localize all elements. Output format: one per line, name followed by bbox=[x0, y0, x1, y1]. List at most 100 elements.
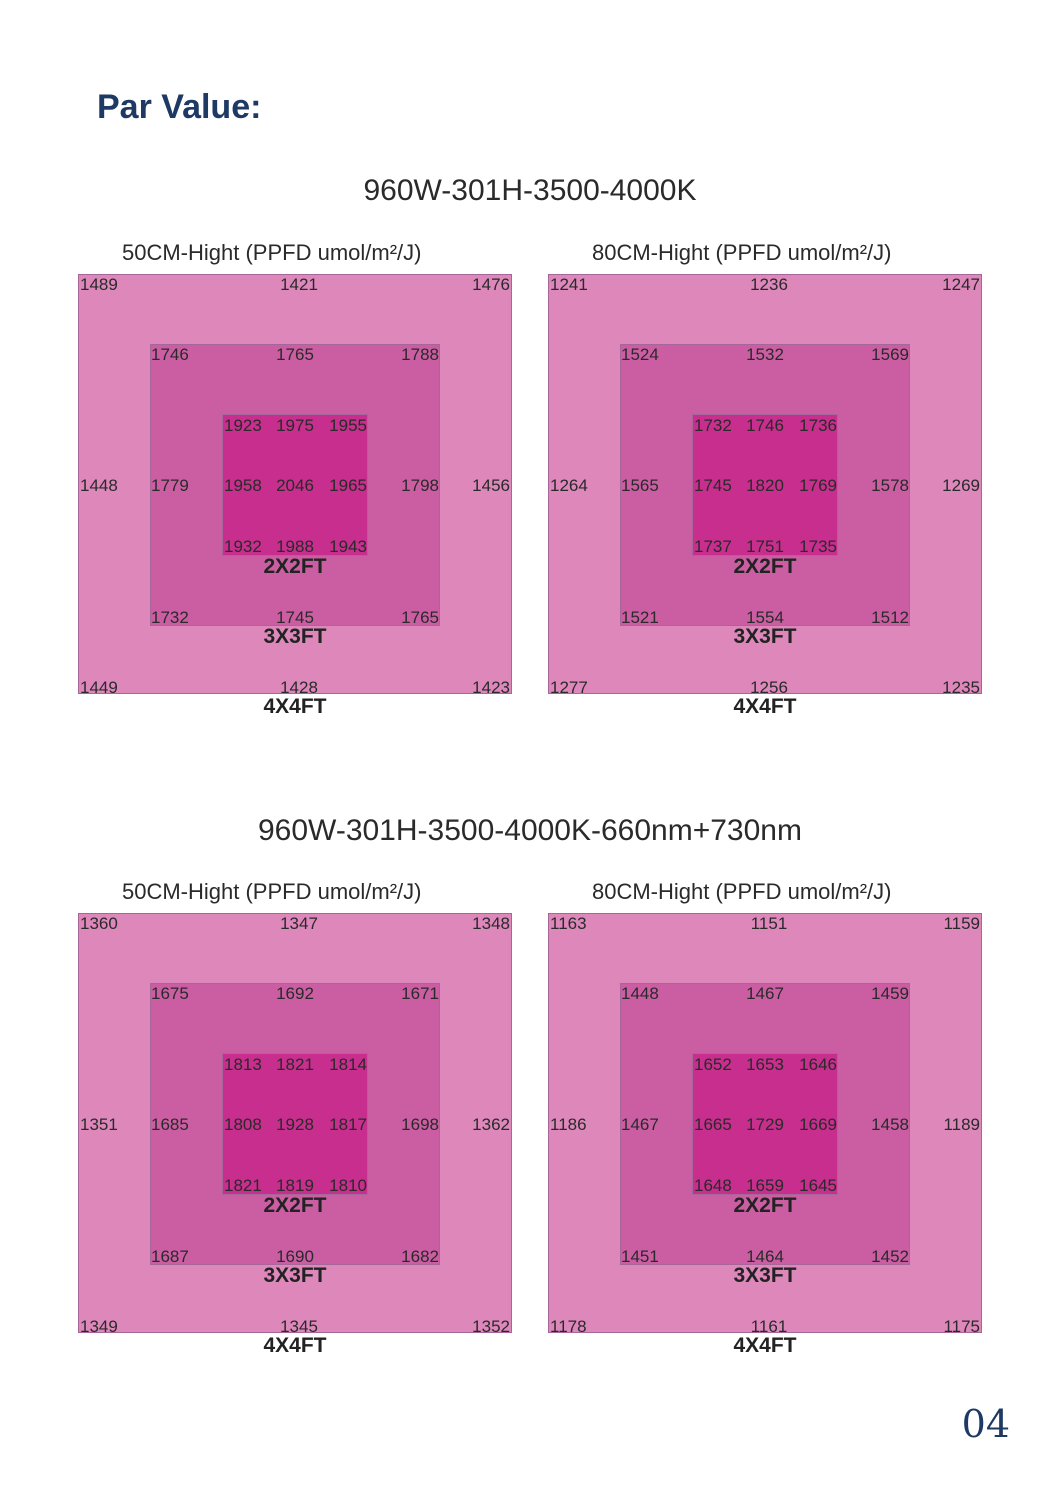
zone-label-4x4ft: 4X4FT bbox=[263, 1334, 327, 1357]
middle-value: 1554 bbox=[746, 608, 784, 627]
outer-value: 1151 bbox=[750, 914, 788, 933]
inner-value: 1645 bbox=[799, 1176, 837, 1195]
zone-label-4x4ft: 4X4FT bbox=[733, 695, 797, 718]
middle-value: 1578 bbox=[871, 476, 909, 495]
inner-value: 1729 bbox=[746, 1115, 784, 1134]
middle-value: 1779 bbox=[151, 476, 189, 495]
outer-value: 1345 bbox=[280, 1317, 318, 1336]
middle-value: 1682 bbox=[401, 1247, 439, 1266]
page-heading: Par Value: bbox=[97, 88, 262, 126]
zone-2x2 bbox=[222, 414, 368, 556]
inner-value: 1958 bbox=[224, 476, 262, 495]
middle-value: 1675 bbox=[151, 984, 189, 1003]
inner-value: 1988 bbox=[276, 537, 314, 556]
zone-label-3x3ft: 3X3FT bbox=[263, 1264, 327, 1287]
middle-value: 1788 bbox=[401, 345, 439, 364]
inner-value: 1821 bbox=[276, 1055, 314, 1074]
ppfd-map-1-2: 80CM-Hight (PPFD umol/m²/J) 1241 1236 1247 1… bbox=[548, 240, 982, 718]
inner-value: 1751 bbox=[746, 537, 784, 556]
inner-value: 1746 bbox=[746, 416, 784, 435]
inner-value: 1732 bbox=[694, 416, 732, 435]
inner-value: 1943 bbox=[329, 537, 367, 556]
middle-value: 1458 bbox=[871, 1115, 909, 1134]
outer-value: 1189 bbox=[943, 1115, 980, 1134]
outer-value: 1241 bbox=[550, 275, 588, 294]
outer-value: 1362 bbox=[472, 1115, 510, 1134]
middle-value: 1690 bbox=[276, 1247, 314, 1266]
map-caption: 80CM-Hight (PPFD umol/m²/J) bbox=[592, 240, 892, 265]
middle-value: 1467 bbox=[746, 984, 784, 1003]
outer-value: 1236 bbox=[750, 275, 788, 294]
middle-value: 1798 bbox=[401, 476, 439, 495]
zone-label-3x3ft: 3X3FT bbox=[733, 1264, 797, 1287]
zone-label-3x3ft: 3X3FT bbox=[263, 625, 327, 648]
inner-value: 1965 bbox=[329, 476, 367, 495]
outer-value: 1235 bbox=[942, 678, 980, 697]
middle-value: 1448 bbox=[621, 984, 659, 1003]
inner-value: 1955 bbox=[329, 416, 367, 435]
middle-value: 1687 bbox=[151, 1247, 189, 1266]
map-caption: 50CM-Hight (PPFD umol/m²/J) bbox=[122, 879, 422, 904]
inner-value: 1923 bbox=[224, 416, 262, 435]
zone-label-3x3ft: 3X3FT bbox=[733, 625, 797, 648]
outer-value: 1159 bbox=[943, 914, 980, 933]
middle-value: 1732 bbox=[151, 608, 189, 627]
inner-value: 1737 bbox=[694, 537, 732, 556]
outer-value: 1186 bbox=[550, 1115, 587, 1134]
inner-value: 1745 bbox=[694, 476, 732, 495]
middle-value: 1459 bbox=[871, 984, 909, 1003]
inner-value: 1659 bbox=[746, 1176, 784, 1195]
outer-value: 1360 bbox=[80, 914, 118, 933]
section-title-2: 960W-301H-3500-4000K-660nm+730nm bbox=[258, 814, 802, 847]
middle-value: 1565 bbox=[621, 476, 659, 495]
middle-value: 1512 bbox=[871, 608, 909, 627]
outer-value: 1489 bbox=[80, 275, 118, 294]
middle-value: 1452 bbox=[871, 1247, 909, 1266]
outer-value: 1264 bbox=[550, 476, 588, 495]
inner-value: 1820 bbox=[746, 476, 784, 495]
middle-value: 1532 bbox=[746, 345, 784, 364]
outer-value: 1247 bbox=[942, 275, 980, 294]
middle-value: 1671 bbox=[401, 984, 439, 1003]
outer-value: 1423 bbox=[472, 678, 510, 697]
outer-value: 1178 bbox=[550, 1317, 587, 1336]
map-caption: 50CM-Hight (PPFD umol/m²/J) bbox=[122, 240, 422, 265]
inner-value: 1928 bbox=[276, 1115, 314, 1134]
outer-value: 1163 bbox=[550, 914, 587, 933]
page-number: 04 bbox=[961, 1402, 1010, 1446]
zone-label-4x4ft: 4X4FT bbox=[263, 695, 327, 718]
outer-value: 1161 bbox=[750, 1317, 788, 1336]
map-caption: 80CM-Hight (PPFD umol/m²/J) bbox=[592, 879, 892, 904]
outer-value: 1421 bbox=[280, 275, 318, 294]
middle-value: 1451 bbox=[621, 1247, 659, 1266]
zone-label-4x4ft: 4X4FT bbox=[733, 1334, 797, 1357]
outer-value: 1352 bbox=[472, 1317, 510, 1336]
outer-value: 1428 bbox=[280, 678, 318, 697]
middle-value: 1765 bbox=[276, 345, 314, 364]
zone-label-2x2ft: 2X2FT bbox=[263, 1194, 327, 1217]
ppfd-map-2-2: 80CM-Hight (PPFD umol/m²/J) 1163 1151 1159 1… bbox=[548, 879, 982, 1357]
zone-label-2x2ft: 2X2FT bbox=[733, 555, 797, 578]
inner-value: 1646 bbox=[799, 1055, 837, 1074]
inner-value: 1735 bbox=[799, 537, 837, 556]
middle-value: 1685 bbox=[151, 1115, 189, 1134]
zone-label-2x2ft: 2X2FT bbox=[263, 555, 327, 578]
section-title-1: 960W-301H-3500-4000K bbox=[363, 174, 697, 207]
outer-value: 1449 bbox=[80, 678, 118, 697]
outer-value: 1347 bbox=[280, 914, 318, 933]
inner-value: 1653 bbox=[746, 1055, 784, 1074]
zone-label-2x2ft: 2X2FT bbox=[733, 1194, 797, 1217]
inner-value: 1665 bbox=[694, 1115, 732, 1134]
inner-value: 2046 bbox=[276, 476, 314, 495]
zone-2x2 bbox=[222, 1053, 368, 1195]
zone-2x2 bbox=[692, 414, 838, 556]
outer-value: 1351 bbox=[80, 1115, 118, 1134]
ppfd-map-2-1: 50CM-Hight (PPFD umol/m²/J) 1360 1347 1348 1… bbox=[78, 879, 512, 1357]
middle-value: 1745 bbox=[276, 608, 314, 627]
inner-value: 1652 bbox=[694, 1055, 732, 1074]
outer-value: 1348 bbox=[472, 914, 510, 933]
middle-value: 1746 bbox=[151, 345, 189, 364]
inner-value: 1819 bbox=[276, 1176, 314, 1195]
inner-value: 1810 bbox=[329, 1176, 367, 1195]
middle-value: 1524 bbox=[621, 345, 659, 364]
